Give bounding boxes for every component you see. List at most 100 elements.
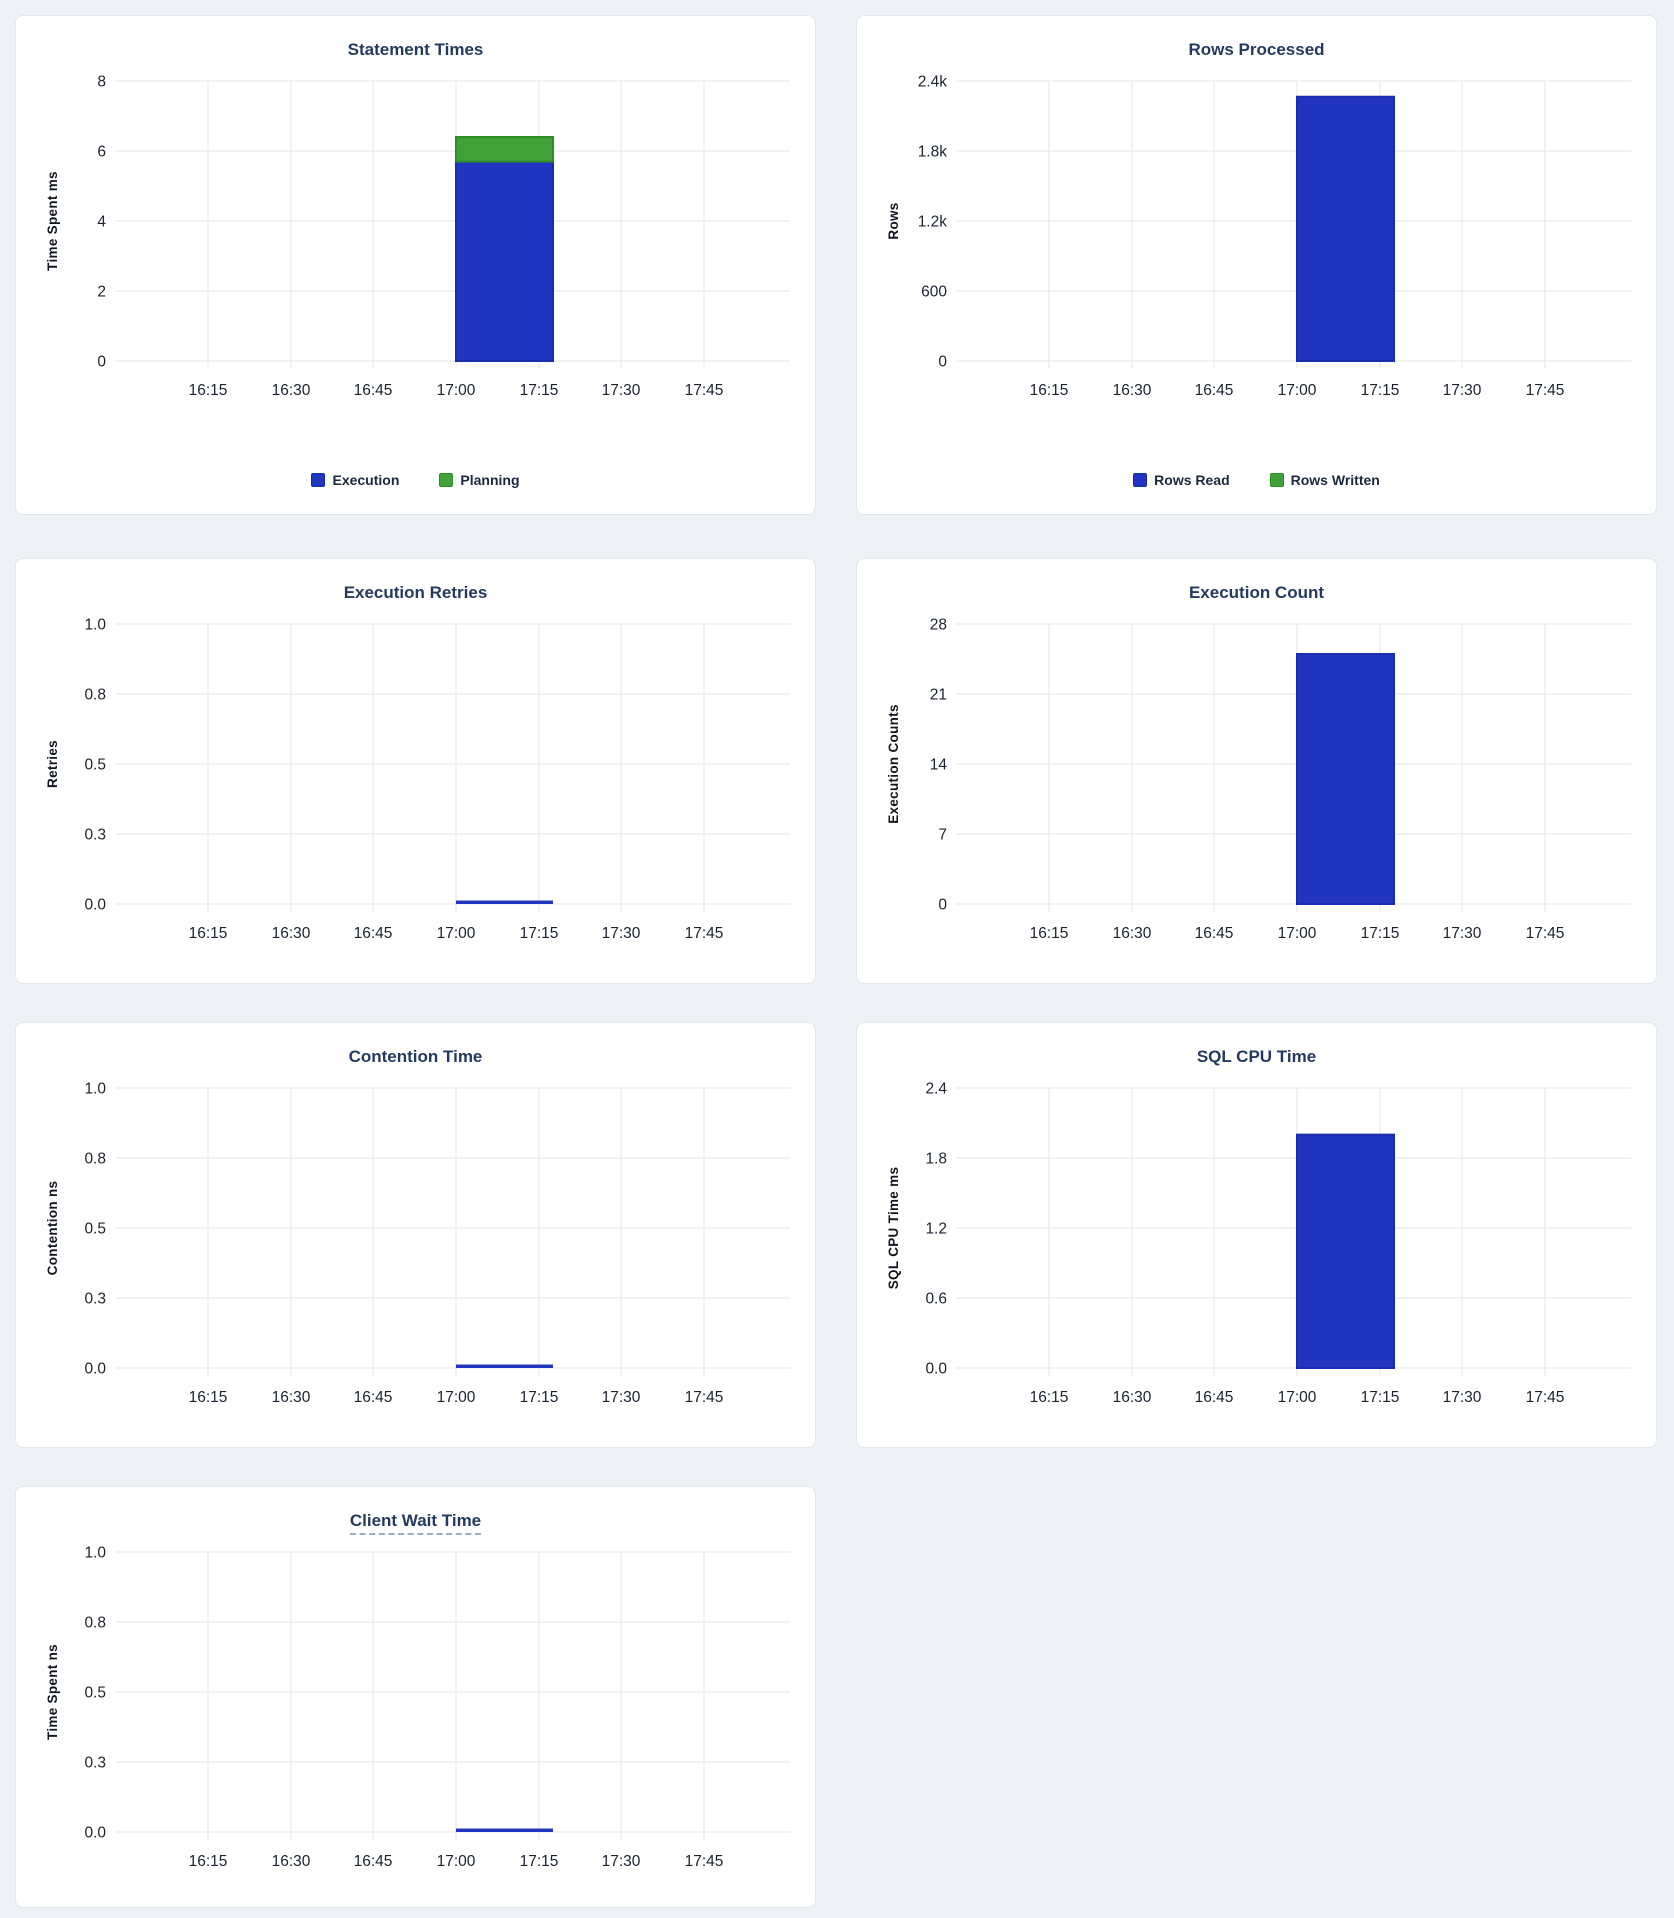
svg-text:0.0: 0.0 (84, 1825, 106, 1842)
svg-text:SQL CPU Time ms: SQL CPU Time ms (886, 1167, 901, 1290)
legend-label: Rows Read (1154, 472, 1230, 488)
svg-text:6: 6 (97, 144, 106, 161)
svg-text:1.8: 1.8 (925, 1151, 947, 1168)
client-wait-time-panel: Client Wait Time 16:15 16:30 16:45 17:00 17:… (15, 1486, 816, 1908)
svg-text:0.5: 0.5 (84, 1221, 106, 1238)
svg-text:0: 0 (938, 354, 947, 371)
svg-text:16:15: 16:15 (189, 925, 228, 942)
svg-text:Retries: Retries (45, 740, 60, 788)
svg-text:17:30: 17:30 (1443, 382, 1482, 399)
legend-swatch-planning (439, 473, 454, 487)
svg-text:0: 0 (97, 354, 106, 371)
svg-text:2: 2 (97, 284, 106, 301)
svg-text:0.6: 0.6 (925, 1291, 947, 1308)
svg-text:16:45: 16:45 (1195, 925, 1234, 942)
svg-text:16:15: 16:15 (189, 1853, 228, 1870)
chart-title-text: SQL CPU Time (1196, 1047, 1317, 1066)
svg-text:0.5: 0.5 (84, 757, 106, 774)
chart-title-text: Contention Time (348, 1047, 483, 1066)
legend-label: Rows Written (1290, 472, 1380, 488)
svg-text:17:45: 17:45 (685, 1389, 724, 1406)
svg-text:0.0: 0.0 (925, 1361, 947, 1378)
svg-text:17:00: 17:00 (437, 1389, 476, 1406)
rows-processed-panel: Rows Processed 16:15 16:30 16:45 17:00 17:15… (856, 15, 1657, 515)
chart-title-statement-times: Statement Times (16, 40, 815, 60)
svg-text:7: 7 (938, 827, 947, 844)
contention-time-chart[interactable]: 16:15 16:30 16:45 17:00 17:15 17:30 17:45 1.0 0.… (16, 1023, 816, 1447)
svg-text:16:45: 16:45 (354, 382, 393, 399)
svg-text:17:30: 17:30 (602, 1853, 641, 1870)
svg-text:1.8k: 1.8k (918, 144, 948, 161)
svg-text:17:00: 17:00 (437, 382, 476, 399)
svg-text:17:15: 17:15 (1361, 1389, 1400, 1406)
svg-text:16:15: 16:15 (189, 1389, 228, 1406)
svg-text:2.4k: 2.4k (918, 74, 948, 91)
svg-text:Rows: Rows (886, 202, 901, 239)
svg-text:Execution Counts: Execution Counts (886, 704, 901, 824)
svg-text:Contention ns: Contention ns (45, 1181, 60, 1276)
svg-text:0.8: 0.8 (84, 1615, 106, 1632)
svg-text:16:30: 16:30 (272, 1853, 311, 1870)
legend-item-rows-read: Rows Read (1133, 472, 1230, 488)
legend-item-planning: Planning (439, 472, 520, 488)
svg-text:17:15: 17:15 (520, 382, 559, 399)
svg-text:16:15: 16:15 (189, 382, 228, 399)
svg-text:2.4: 2.4 (925, 1081, 947, 1098)
chart-title-rows-processed: Rows Processed (857, 40, 1656, 60)
legend-label: Execution (332, 472, 400, 488)
svg-text:0: 0 (938, 897, 947, 914)
svg-text:16:30: 16:30 (1113, 1389, 1152, 1406)
rows-processed-chart[interactable]: 16:15 16:30 16:45 17:00 17:15 17:30 17:45 2.4k 1… (857, 16, 1657, 514)
svg-text:17:15: 17:15 (520, 1853, 559, 1870)
svg-text:Time Spent ns: Time Spent ns (45, 1644, 60, 1740)
svg-text:0.0: 0.0 (84, 897, 106, 914)
chart-title-contention-time: Contention Time (16, 1047, 815, 1067)
svg-text:16:30: 16:30 (1113, 925, 1152, 942)
execution-retries-chart[interactable]: 16:15 16:30 16:45 17:00 17:15 17:30 17:45 1.0 0.… (16, 559, 816, 983)
svg-text:0.3: 0.3 (84, 1291, 106, 1308)
sql-cpu-time-chart[interactable]: 16:15 16:30 16:45 17:00 17:15 17:30 17:45 2.4 1.… (857, 1023, 1657, 1447)
svg-text:0.3: 0.3 (84, 1755, 106, 1772)
svg-text:17:45: 17:45 (685, 382, 724, 399)
svg-text:17:00: 17:00 (437, 1853, 476, 1870)
svg-text:Time Spent ms: Time Spent ms (45, 171, 60, 271)
svg-text:17:45: 17:45 (685, 925, 724, 942)
svg-text:14: 14 (930, 757, 948, 774)
legend-swatch-execution (311, 473, 326, 487)
chart-title-text: Rows Processed (1188, 40, 1325, 59)
execution-count-chart[interactable]: 16:15 16:30 16:45 17:00 17:15 17:30 17:45 28 21 1… (857, 559, 1657, 983)
client-wait-time-chart[interactable]: 16:15 16:30 16:45 17:00 17:15 17:30 17:45 1.0 0.… (16, 1487, 816, 1907)
svg-text:16:30: 16:30 (272, 1389, 311, 1406)
svg-text:0.3: 0.3 (84, 827, 106, 844)
svg-text:1.0: 1.0 (84, 1545, 106, 1562)
sql-cpu-time-panel: SQL CPU Time 16:15 16:30 16:45 17:00 17:15 17… (856, 1022, 1657, 1448)
svg-text:17:00: 17:00 (437, 925, 476, 942)
svg-text:17:15: 17:15 (520, 1389, 559, 1406)
contention-time-panel: Contention Time 16:15 16:30 16:45 17:00 17:1… (15, 1022, 816, 1448)
svg-text:17:30: 17:30 (602, 1389, 641, 1406)
svg-text:16:30: 16:30 (1113, 382, 1152, 399)
client-wait-time-tooltip-trigger[interactable]: Client Wait Time (349, 1511, 482, 1535)
svg-text:17:30: 17:30 (602, 925, 641, 942)
chart-title-execution-count: Execution Count (857, 583, 1656, 603)
execution-count-panel: Execution Count 16:15 16:30 16:45 17:00 17:1… (856, 558, 1657, 984)
svg-text:1.0: 1.0 (84, 617, 106, 634)
statement-times-panel: Statement Times 16:15 16:30 16:45 17:00 17:1… (15, 15, 816, 515)
svg-text:16:15: 16:15 (1030, 925, 1069, 942)
svg-text:17:45: 17:45 (1526, 382, 1565, 399)
svg-text:0.8: 0.8 (84, 1151, 106, 1168)
svg-text:16:45: 16:45 (1195, 1389, 1234, 1406)
legend-item-rows-written: Rows Written (1269, 472, 1380, 488)
svg-text:17:45: 17:45 (1526, 925, 1565, 942)
svg-text:16:45: 16:45 (1195, 382, 1234, 399)
svg-text:17:45: 17:45 (685, 1853, 724, 1870)
statement-times-chart[interactable]: 16:15 16:30 16:45 17:00 17:15 17:30 17:45 8 6 4 2 0… (16, 16, 816, 514)
svg-text:17:00: 17:00 (1278, 1389, 1317, 1406)
svg-text:17:15: 17:15 (1361, 925, 1400, 942)
legend-swatch-rows-written (1269, 473, 1284, 487)
svg-text:17:15: 17:15 (520, 925, 559, 942)
legend-label: Planning (460, 472, 520, 488)
svg-text:28: 28 (930, 617, 947, 634)
svg-text:0.5: 0.5 (84, 1685, 106, 1702)
svg-text:16:15: 16:15 (1030, 382, 1069, 399)
